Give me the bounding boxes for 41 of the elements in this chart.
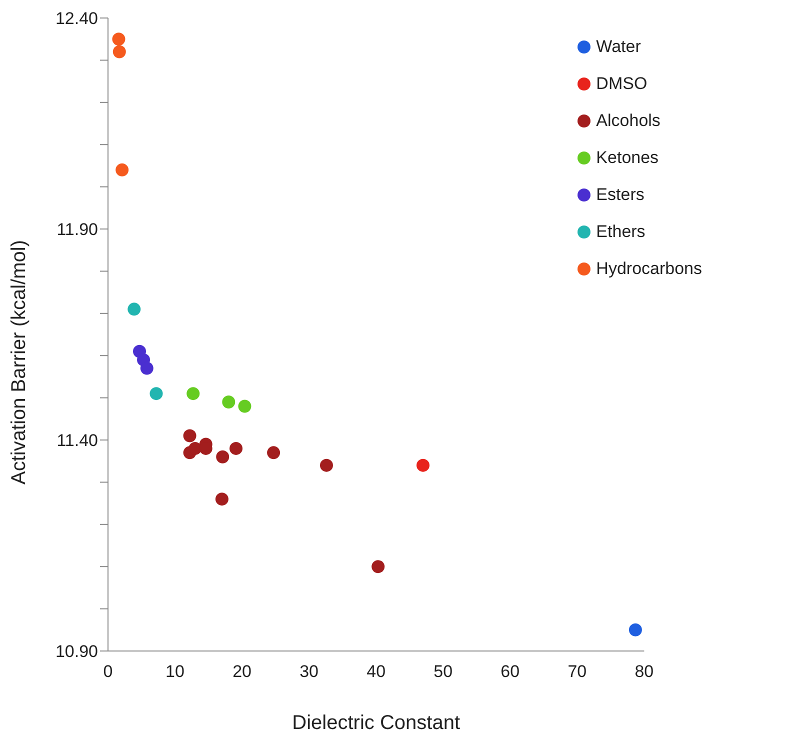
legend-label: Esters [596,184,644,204]
x-tick-label: 60 [500,662,520,682]
x-tick-label: 20 [232,662,252,682]
point [112,32,126,46]
legend-label: DMSO [596,74,648,94]
legend-label: Ketones [596,148,659,168]
point [215,492,228,506]
point [416,458,430,472]
point [128,302,141,316]
legend-label: Alcohols [596,110,660,130]
x-tick-label: 30 [300,662,319,682]
legend-label: Ethers [596,222,646,242]
point [188,442,202,455]
point [183,429,196,442]
legend-label: Hydrocarbons [596,258,702,278]
x-axis-title: Dielectric Constant [292,712,460,734]
y-tick-label: 12.40 [55,9,98,28]
x-tick-label: 70 [568,662,587,682]
point [112,45,126,58]
y-tick-label: 10.90 [55,642,98,662]
y-tick-label: 11.90 [56,220,98,240]
point [222,396,236,409]
x-tick-label: 40 [366,662,386,682]
point [230,442,243,455]
point [628,623,642,636]
legend-label: Water [596,36,641,56]
point [150,387,163,400]
point [320,458,333,472]
x-tick-label: 0 [103,662,113,682]
y-axis-title: Activation Barrier (kcal/mol) [8,240,30,484]
x-tick-label: 80 [634,662,654,682]
x-tick-label: 50 [434,662,453,682]
point [372,560,385,574]
point [116,163,129,176]
point [140,362,154,375]
point [238,400,252,413]
y-tick-label: 11.40 [56,431,98,450]
point [216,450,230,464]
point [186,387,200,400]
point [267,446,280,460]
x-tick-label: 10 [166,662,184,682]
